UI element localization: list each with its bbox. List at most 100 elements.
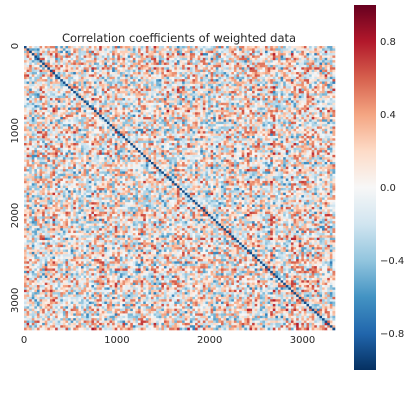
heatmap-cell (314, 60, 318, 63)
heatmap-cell (75, 102, 79, 106)
heatmap-cell (93, 98, 97, 101)
heatmap-cell (96, 126, 100, 130)
heatmap-cell (226, 119, 230, 123)
heatmap-cell (176, 55, 180, 59)
heatmap-cell (329, 126, 333, 130)
heatmap-cell (327, 50, 331, 54)
heatmap-cell (288, 60, 292, 63)
heatmap-cell (309, 86, 312, 89)
heatmap-cell (101, 74, 105, 78)
heatmap-cell (62, 98, 66, 101)
heatmap-cell (65, 105, 69, 108)
heatmap-cell (314, 93, 318, 96)
heatmap-cell (309, 48, 312, 52)
heatmap-cell (244, 57, 248, 61)
heatmap-cell (60, 57, 64, 61)
heatmap-cell (112, 143, 116, 146)
heatmap-cell (184, 72, 188, 75)
heatmap-cell (171, 107, 175, 111)
heatmap-cell (106, 67, 110, 70)
heatmap-cell (68, 95, 71, 99)
heatmap-cell (127, 117, 131, 120)
heatmap-cell (277, 74, 281, 78)
heatmap-cell (117, 131, 121, 134)
heatmap-cell (215, 131, 219, 134)
heatmap-cell (140, 57, 144, 61)
heatmap-cell (265, 57, 268, 61)
heatmap-cell (153, 131, 157, 134)
heatmap-cell (200, 48, 204, 52)
heatmap-cell (112, 121, 116, 125)
heatmap-cell (210, 112, 214, 115)
heatmap-cell (62, 88, 66, 92)
heatmap-cell (122, 76, 126, 80)
heatmap-cell (26, 53, 30, 56)
heatmap-cell (187, 95, 191, 99)
heatmap-cell (161, 95, 165, 99)
heatmap-cell (179, 133, 183, 137)
heatmap-cell (70, 60, 74, 63)
heatmap-cell (106, 119, 110, 123)
heatmap-cell (57, 124, 61, 127)
heatmap-cell (169, 135, 173, 139)
heatmap-cell (73, 88, 77, 92)
heatmap-cell (29, 72, 33, 75)
heatmap-cell (179, 62, 183, 66)
heatmap-cell (145, 126, 149, 130)
heatmap-cell (163, 114, 167, 118)
heatmap-cell (127, 46, 131, 49)
heatmap-cell (246, 109, 250, 113)
heatmap-cell (106, 83, 110, 87)
heatmap-cell (192, 117, 196, 120)
heatmap-cell (26, 57, 30, 61)
heatmap-cell (26, 112, 30, 115)
heatmap-cell (236, 114, 240, 118)
heatmap-cell (252, 69, 255, 73)
heatmap-cell (314, 124, 318, 127)
heatmap-cell (153, 121, 157, 125)
heatmap-cell (254, 107, 258, 111)
heatmap-cell (86, 119, 90, 123)
heatmap-cell (114, 107, 118, 111)
heatmap-cell (31, 131, 35, 134)
heatmap-cell (93, 53, 97, 56)
heatmap-cell (241, 102, 245, 106)
heatmap-cell (262, 83, 266, 87)
heatmap-cell (202, 109, 206, 113)
heatmap-cell (174, 53, 178, 56)
heatmap-cell (73, 67, 77, 70)
heatmap-cell (246, 133, 250, 137)
heatmap-cell (171, 74, 175, 78)
heatmap-cell (81, 131, 84, 134)
heatmap-cell (202, 90, 206, 94)
heatmap-cell (86, 67, 90, 70)
heatmap-cell (73, 90, 77, 94)
heatmap-cell (143, 112, 147, 115)
heatmap-cell (166, 128, 170, 132)
heatmap-cell (114, 138, 118, 141)
heatmap-cell (96, 72, 100, 75)
heatmap-cell (244, 83, 248, 87)
heatmap-cell (166, 121, 170, 125)
heatmap-cell (223, 140, 227, 144)
heatmap-cell (57, 109, 61, 113)
heatmap-cell (26, 79, 30, 82)
heatmap-cell (220, 81, 224, 85)
heatmap-cell (138, 81, 141, 85)
heatmap-cell (208, 48, 211, 52)
heatmap-cell (239, 46, 242, 49)
heatmap-cell (306, 121, 310, 125)
heatmap-cell (187, 83, 191, 87)
heatmap-cell (187, 72, 191, 75)
heatmap-cell (327, 81, 331, 85)
heatmap-cell (244, 95, 248, 99)
heatmap-cell (166, 100, 170, 104)
heatmap-cell (246, 76, 250, 80)
heatmap-cell (184, 95, 188, 99)
heatmap-cell (228, 112, 232, 115)
heatmap-cell (68, 100, 71, 104)
heatmap-cell (296, 46, 300, 49)
heatmap-cell (262, 76, 266, 80)
heatmap-cell (60, 98, 64, 101)
heatmap-cell (52, 69, 56, 73)
